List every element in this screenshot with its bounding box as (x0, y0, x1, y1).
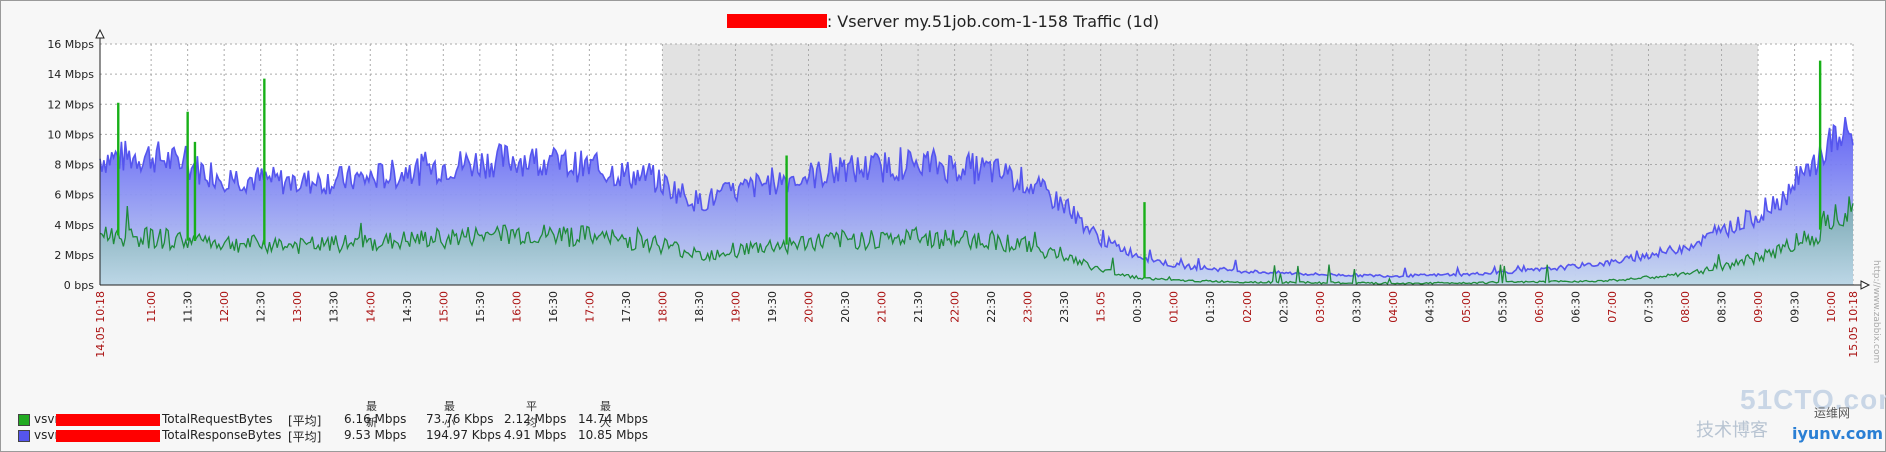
legend-header-avg: 平均 (526, 400, 537, 429)
y-tick-label: 12 Mbps (47, 98, 94, 111)
legend-func: [平均] (288, 430, 322, 444)
x-tick-label: 18:30 (693, 291, 706, 323)
x-tick-label: 09:00 (1752, 291, 1765, 323)
x-tick-label: 21:00 (876, 291, 889, 323)
x-tick-label: 13:30 (328, 291, 341, 323)
x-tick-label: 05:00 (1460, 291, 1473, 323)
y-tick-label: 4 Mbps (54, 219, 94, 232)
x-tick-label: 14:30 (401, 291, 414, 323)
legend-min: 73.76 Kbps (426, 412, 494, 426)
x-tick-label: 02:30 (1277, 291, 1290, 323)
x-tick-label: 16:30 (547, 291, 560, 323)
x-tick-label: 19:30 (766, 291, 779, 323)
x-tick-label: 14:00 (364, 291, 377, 323)
series-line-response (99, 116, 1854, 278)
legend-swatch-response (18, 430, 30, 442)
legend-avg: 4.91 Mbps (504, 428, 567, 442)
x-tick-label: 05:30 (1496, 291, 1509, 323)
legend-series-name: TotalRequestBytes (162, 412, 273, 426)
x-tick-label: 06:00 (1533, 291, 1546, 323)
y-tick-label: 8 Mbps (54, 159, 94, 172)
x-axis-arrow (1860, 280, 1871, 290)
legend-prefix: vsvr (34, 412, 60, 426)
x-tick-label: 20:30 (839, 291, 852, 323)
x-tick-label: 17:30 (620, 291, 633, 323)
redacted-host (726, 14, 827, 28)
zabbix-url: http://www.zabbix.com (1871, 260, 1881, 363)
x-tick-label: 21:30 (912, 291, 925, 323)
watermark: 51CTO.com 技术博客 运维网 iyunv.com (1696, 384, 1886, 448)
x-tick-label: 18:00 (656, 291, 669, 323)
x-tick-label: 23:30 (1058, 291, 1071, 323)
x-tick-label: 22:00 (949, 291, 962, 323)
legend-row-response: vsvr TotalResponseBytes [平均] 9.53 Mbps 1… (18, 428, 678, 444)
legend-last: 9.53 Mbps (344, 428, 407, 442)
series-line-request (99, 196, 1854, 286)
y-tick-label: 10 Mbps (47, 128, 94, 141)
legend-max: 14.74 Mbps (578, 412, 649, 426)
x-tick-label: 04:30 (1423, 291, 1436, 323)
watermark-iyunv: iyunv.com (1792, 424, 1884, 443)
redacted-name (56, 414, 160, 426)
legend-max: 10.85 Mbps (578, 428, 649, 442)
x-tick-label: 19:00 (729, 291, 742, 323)
x-tick-label: 08:00 (1679, 291, 1692, 323)
x-tick-label: 23:00 (1022, 291, 1035, 323)
x-tick-label: 11:00 (145, 291, 158, 323)
watermark-51cto: 51CTO.com (1740, 384, 1886, 415)
x-tick-label: 03:00 (1314, 291, 1327, 323)
legend-header-min: 最小 (444, 400, 455, 429)
x-tick-label: 01:30 (1204, 291, 1217, 323)
x-tick-label: 14.05 10:18 (94, 291, 107, 358)
x-tick-label: 17:00 (583, 291, 596, 323)
x-tick-label: 04:00 (1387, 291, 1400, 323)
legend-header-last: 最新 (366, 400, 377, 429)
x-tick-label: 15.05 10:18 (1847, 291, 1860, 358)
x-tick-label: 02:00 (1241, 291, 1254, 323)
x-tick-label: 22:30 (985, 291, 998, 323)
x-tick-label: 03:30 (1350, 291, 1363, 323)
x-tick-label: 01:00 (1168, 291, 1181, 323)
x-tick-label: 13:00 (291, 291, 304, 323)
y-tick-label: 2 Mbps (54, 249, 94, 262)
x-tick-label: 11:30 (182, 291, 195, 323)
x-tick-label: 16:00 (510, 291, 523, 323)
legend-min: 194.97 Kbps (426, 428, 502, 442)
x-tick-label: 08:30 (1716, 291, 1729, 323)
legend-swatch-request (18, 414, 30, 426)
watermark-yunwei: 运维网 (1814, 406, 1851, 420)
x-tick-label: 06:30 (1569, 291, 1582, 323)
x-tick-label: 10:00 (1825, 291, 1838, 323)
legend-prefix: vsvr (34, 428, 60, 442)
redacted-name (56, 430, 160, 442)
y-axis-arrow (95, 28, 105, 39)
x-tick-label: 07:00 (1606, 291, 1619, 323)
x-tick-label: 12:00 (218, 291, 231, 323)
legend-series-name: TotalResponseBytes (162, 428, 282, 442)
y-tick-label: 16 Mbps (47, 38, 94, 51)
legend-row-request: vsvr TotalRequestBytes [平均] 6.16 Mbps 73… (18, 412, 678, 428)
y-tick-label: 0 bps (64, 279, 94, 292)
legend-last: 6.16 Mbps (344, 412, 407, 426)
x-tick-label: 09:30 (1789, 291, 1802, 323)
y-tick-label: 14 Mbps (47, 68, 94, 81)
watermark-blog: 技术博客 (1696, 420, 1768, 441)
series-area-request (100, 196, 1853, 285)
legend-avg: 2.12 Mbps (504, 412, 567, 426)
x-tick-label: 20:00 (803, 291, 816, 323)
legend-header-max: 最大 (600, 400, 611, 429)
x-tick-label: 07:30 (1642, 291, 1655, 323)
graph-title: : Vserver my.51job.com-1-158 Traffic (1d… (0, 12, 1886, 31)
x-tick-label: 12:30 (255, 291, 268, 323)
x-tick-label: 15.05 (1095, 291, 1108, 323)
graph-title-text: : Vserver my.51job.com-1-158 Traffic (1d… (826, 12, 1160, 31)
x-tick-label: 15:00 (437, 291, 450, 323)
x-tick-label: 15:30 (474, 291, 487, 323)
y-tick-label: 6 Mbps (54, 189, 94, 202)
x-tick-label: 00:30 (1131, 291, 1144, 323)
legend-func: [平均] (288, 414, 322, 428)
